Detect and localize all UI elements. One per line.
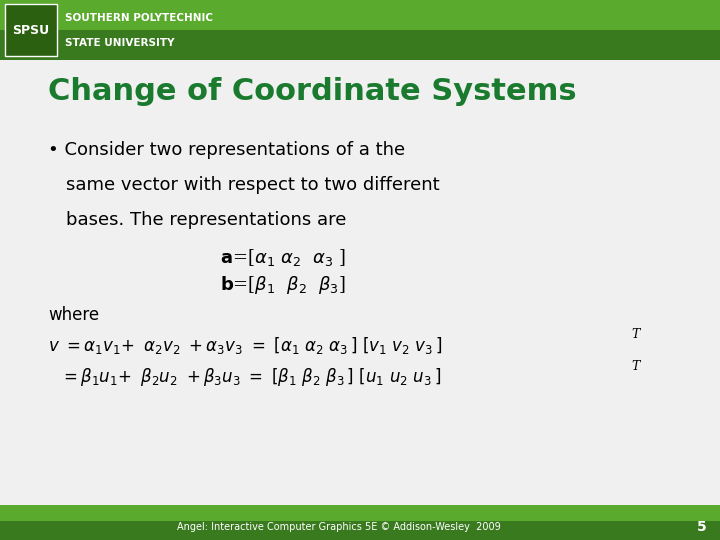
Text: same vector with respect to two different: same vector with respect to two differen…	[66, 176, 440, 194]
Text: 5: 5	[697, 519, 707, 534]
Text: $v\ =\alpha_1 v_1\!+\ \alpha_2 v_2\ +\alpha_3 v_3\ =\ [\alpha_1\ \alpha_2\ \alph: $v\ =\alpha_1 v_1\!+\ \alpha_2 v_2\ +\al…	[48, 334, 442, 355]
Bar	[0, 0, 720, 60]
Text: T: T	[631, 328, 639, 341]
Text: STATE UNIVERSITY: STATE UNIVERSITY	[65, 38, 174, 48]
Bar	[0, 505, 720, 540]
Bar	[0, 0, 720, 30]
Bar	[5, 4, 57, 56]
Text: Change of Coordinate Systems: Change of Coordinate Systems	[48, 78, 577, 106]
Text: SOUTHERN POLYTECHNIC: SOUTHERN POLYTECHNIC	[65, 13, 213, 23]
Bar	[0, 505, 720, 521]
Text: $\mathbf{a}$=[$\alpha_1\ \alpha_2\ \ \alpha_3$ ]: $\mathbf{a}$=[$\alpha_1\ \alpha_2\ \ \al…	[220, 247, 346, 268]
Text: Angel: Interactive Computer Graphics 5E © Addison-Wesley  2009: Angel: Interactive Computer Graphics 5E …	[176, 522, 500, 532]
Text: $\mathbf{b}$=[$\beta_1\ \ \beta_2\ \ \beta_3$]: $\mathbf{b}$=[$\beta_1\ \ \beta_2\ \ \be…	[220, 274, 346, 296]
Text: • Consider two representations of a the: • Consider two representations of a the	[48, 141, 405, 159]
Text: T: T	[631, 361, 639, 374]
Text: SPSU: SPSU	[12, 24, 50, 37]
Text: where: where	[48, 306, 99, 324]
Text: bases. The representations are: bases. The representations are	[66, 211, 346, 229]
Text: $=\beta_1 u_1\!+\ \beta_2 u_2\ +\beta_3 u_3\ =\ [\beta_1\ \beta_2\ \beta_3\,]\ [: $=\beta_1 u_1\!+\ \beta_2 u_2\ +\beta_3 …	[60, 366, 441, 388]
